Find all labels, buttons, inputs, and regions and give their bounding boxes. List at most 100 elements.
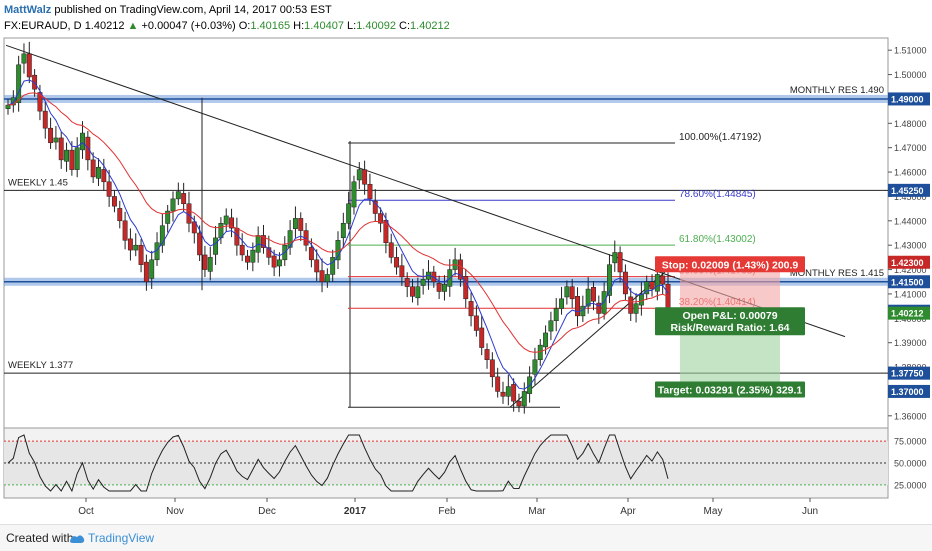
rsi-tick-label: 25.0000 (894, 480, 927, 490)
author-link[interactable]: MattWalz (4, 4, 52, 16)
candle (5, 98, 11, 115)
candle (410, 279, 415, 303)
candle-body (404, 278, 410, 287)
candle-body (261, 235, 266, 248)
candle-body (80, 132, 85, 151)
candle (591, 281, 596, 311)
candle-body (617, 252, 623, 273)
candle (362, 160, 368, 195)
candle (26, 41, 32, 84)
candle-body (654, 274, 660, 292)
candle (21, 43, 27, 74)
publish-line: MattWalz published on TradingView.com, A… (4, 4, 332, 16)
candle-body (388, 242, 394, 258)
candle (356, 162, 362, 190)
candle-body (298, 218, 304, 231)
candle (143, 254, 149, 291)
candle-body (319, 270, 325, 283)
price-tick-label: 1.48000 (894, 119, 927, 129)
candle (638, 281, 644, 316)
candle (133, 233, 139, 257)
candle (612, 240, 618, 272)
candle (628, 287, 634, 321)
candle (308, 238, 314, 268)
candle-body (21, 53, 27, 64)
candle-body (346, 203, 352, 224)
pnl-label-text: Risk/Reward Ratio: 1.64 (670, 322, 789, 334)
footer: Created with TradingView (0, 524, 932, 551)
candle-body (159, 225, 165, 246)
price-tag: 1.41500 (888, 275, 930, 289)
ema-fast-line (7, 79, 669, 390)
price-tag: 1.49000 (888, 92, 930, 106)
candle-body (553, 308, 559, 321)
candle-body (436, 282, 442, 292)
price-tag-text: 1.45250 (891, 186, 924, 196)
candle (58, 131, 64, 169)
fib-label: 78.60%(1.44845) (679, 189, 756, 200)
price-tick-label: 1.45000 (894, 192, 927, 202)
symbol-label: FX:EURAUD, D (4, 20, 82, 32)
candle-body (213, 237, 219, 255)
candle-body (399, 265, 405, 278)
price-tag-text: 1.42300 (891, 258, 924, 268)
candle-body (229, 217, 234, 229)
candle-body (612, 252, 618, 264)
fib-label: 61.80%(1.43002) (679, 234, 756, 245)
candle-body (463, 276, 469, 300)
price-chart[interactable]: 1.51000 1.50000 1.49000 1.48000 1.47000 1.460… (0, 0, 932, 524)
candle-body (245, 255, 250, 263)
price-tag-box (888, 384, 930, 398)
ohlc-line: FX:EURAUD, D 1.40212 ▲ +0.00047 (+0.03%)… (4, 20, 450, 32)
candle (207, 246, 213, 281)
candle (479, 315, 485, 356)
candle (319, 258, 325, 293)
candle (346, 191, 352, 230)
date-tick-label: Feb (438, 506, 456, 517)
candle (149, 250, 155, 289)
price-tag-box (888, 255, 930, 269)
candle-body (74, 147, 80, 170)
candle-body (330, 257, 336, 275)
candle (122, 211, 128, 250)
candle-body (644, 281, 650, 295)
date-tick-label: Oct (78, 506, 94, 517)
candle (112, 190, 117, 213)
candle (229, 208, 234, 238)
candle-body (564, 286, 570, 298)
candle (388, 233, 394, 264)
tradingview-brand[interactable]: TradingView (88, 531, 155, 545)
candle-body (591, 286, 596, 302)
chart-header: MattWalz published on TradingView.com, A… (0, 0, 932, 36)
candle (420, 268, 426, 295)
pnl-label-text: Open P&L: 0.00079 (682, 310, 777, 322)
candle-body (26, 53, 32, 78)
candle-body (69, 149, 75, 170)
price-tag-text: 1.37000 (891, 387, 924, 397)
candle (495, 367, 501, 398)
candle (553, 298, 559, 332)
candle (16, 55, 22, 112)
candle (74, 137, 80, 178)
candle-body (223, 215, 229, 225)
candle (394, 246, 399, 275)
candle-body (138, 244, 144, 265)
candle-body (351, 181, 357, 208)
candle (96, 158, 101, 186)
candle-body (394, 257, 399, 268)
candle-body (585, 288, 591, 307)
candle-body (175, 191, 181, 200)
price-tags: 1.490001.452501.423001.415001.402911.402… (888, 92, 930, 398)
candle (511, 378, 517, 412)
candle (378, 207, 384, 233)
candle-body (42, 110, 48, 129)
price-tag-box (888, 92, 930, 106)
candle-body (575, 296, 580, 317)
candle-body (5, 104, 11, 109)
candle (48, 117, 54, 149)
candle-body (633, 303, 639, 314)
candle (239, 233, 245, 262)
price-tick-label: 1.44000 (894, 216, 927, 226)
candle (159, 213, 165, 253)
